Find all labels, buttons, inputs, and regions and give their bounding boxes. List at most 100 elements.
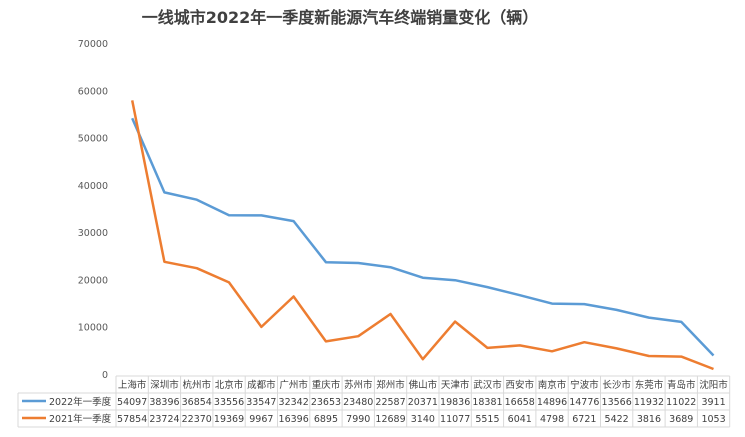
- data-label: 16396: [279, 414, 309, 425]
- data-label: 1053: [701, 414, 725, 425]
- chart-title: 一线城市2022年一季度新能源汽车终端销量变化（辆）: [142, 8, 539, 27]
- series-line-1: [130, 100, 714, 371]
- data-point: [357, 262, 359, 264]
- category-label: 长沙市: [602, 379, 631, 391]
- data-label: 14896: [537, 397, 567, 408]
- category-label: 天津市: [441, 379, 470, 391]
- data-label: 3816: [637, 414, 661, 425]
- data-label: 36854: [182, 397, 212, 408]
- y-tick-label: 50000: [78, 134, 108, 145]
- data-label: 38396: [149, 397, 179, 408]
- legend-label: 2022年一季度: [49, 396, 112, 408]
- data-point: [389, 313, 391, 315]
- data-point: [680, 321, 682, 323]
- data-label: 7990: [346, 414, 370, 425]
- data-label: 11022: [666, 397, 696, 408]
- data-label: 23653: [311, 397, 341, 408]
- data-point: [228, 214, 230, 216]
- data-point: [163, 191, 165, 193]
- legend-label: 2021年一季度: [49, 413, 112, 425]
- y-tick-label: 30000: [78, 228, 108, 239]
- data-label: 54097: [117, 397, 147, 408]
- data-label: 57854: [117, 414, 147, 425]
- data-point: [389, 266, 391, 268]
- data-point: [163, 261, 165, 263]
- data-point: [260, 214, 262, 216]
- data-label: 18381: [472, 397, 502, 408]
- data-label: 13566: [602, 397, 632, 408]
- category-label: 杭州市: [182, 379, 211, 391]
- data-label: 5515: [475, 414, 499, 425]
- data-point: [648, 355, 650, 357]
- data-point: [680, 355, 682, 357]
- data-point: [583, 303, 585, 305]
- y-tick-label: 70000: [78, 39, 108, 50]
- data-label: 22370: [182, 414, 212, 425]
- category-label: 北京市: [215, 379, 244, 391]
- category-label: 南京市: [538, 379, 567, 391]
- data-point: [519, 294, 521, 296]
- data-point: [519, 344, 521, 346]
- data-point: [486, 347, 488, 349]
- data-label: 11932: [634, 397, 664, 408]
- data-label: 22587: [375, 397, 405, 408]
- data-point: [615, 309, 617, 311]
- data-label: 16658: [505, 397, 535, 408]
- data-point: [615, 347, 617, 349]
- y-tick-label: 0: [102, 370, 108, 381]
- data-point: [196, 199, 198, 201]
- data-label: 19369: [214, 414, 244, 425]
- category-label: 沈阳市: [699, 379, 728, 391]
- data-point: [422, 276, 424, 278]
- data-point: [357, 335, 359, 337]
- category-label: 深圳市: [150, 379, 179, 391]
- data-point: [131, 99, 133, 101]
- data-label: 20371: [408, 397, 438, 408]
- data-label: 11077: [440, 414, 470, 425]
- data-point: [454, 320, 456, 322]
- category-label: 武汉市: [473, 379, 502, 391]
- data-point: [131, 117, 133, 119]
- category-label: 成都市: [247, 379, 276, 391]
- data-label: 32342: [279, 397, 309, 408]
- data-label: 14776: [569, 397, 599, 408]
- data-point: [551, 302, 553, 304]
- data-label: 6895: [314, 414, 338, 425]
- y-tick-label: 60000: [78, 86, 108, 97]
- data-label: 3140: [411, 414, 435, 425]
- category-label: 苏州市: [344, 379, 373, 391]
- data-label: 5422: [605, 414, 629, 425]
- category-label: 重庆市: [312, 379, 341, 391]
- y-tick-label: 40000: [78, 181, 108, 192]
- data-label: 6721: [572, 414, 596, 425]
- data-label: 12689: [375, 414, 405, 425]
- data-point: [712, 354, 714, 356]
- data-label: 9967: [249, 414, 273, 425]
- data-point: [583, 341, 585, 343]
- data-label: 4798: [540, 414, 564, 425]
- y-tick-label: 10000: [78, 323, 108, 334]
- category-label: 青岛市: [667, 379, 696, 391]
- data-label: 33556: [214, 397, 244, 408]
- category-label: 上海市: [118, 379, 147, 391]
- category-label: 广州市: [279, 379, 308, 391]
- data-point: [292, 295, 294, 297]
- series-line-0: [131, 117, 715, 357]
- data-point: [292, 220, 294, 222]
- data-label: 3911: [701, 397, 725, 408]
- data-point: [486, 286, 488, 288]
- data-label: 3689: [669, 414, 693, 425]
- category-label: 东莞市: [635, 379, 664, 391]
- data-point: [422, 358, 424, 360]
- data-label: 19836: [440, 397, 470, 408]
- data-label: 6041: [508, 414, 532, 425]
- data-point: [648, 316, 650, 318]
- category-label: 西安市: [505, 379, 534, 391]
- data-point: [551, 350, 553, 352]
- data-point: [228, 281, 230, 283]
- category-label: 郑州市: [376, 379, 405, 391]
- data-label: 33547: [246, 397, 276, 408]
- data-point: [325, 261, 327, 263]
- data-point: [712, 368, 714, 370]
- category-label: 佛山市: [409, 379, 438, 391]
